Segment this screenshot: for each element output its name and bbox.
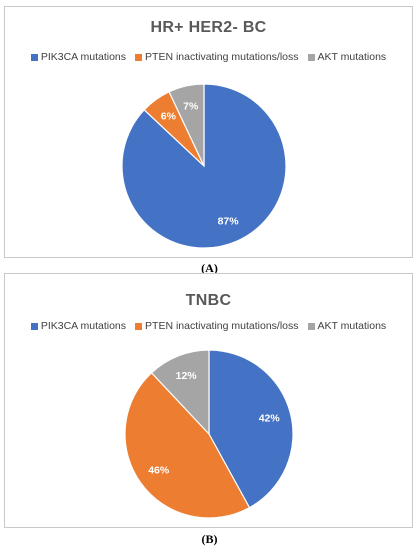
legend-swatch bbox=[307, 53, 315, 61]
legend-swatch bbox=[30, 322, 38, 330]
legend-item-akt: AKT mutations bbox=[307, 320, 387, 332]
panel-caption-a: (A) bbox=[201, 261, 218, 275]
chart-title-b: TNBC bbox=[185, 292, 232, 309]
legend-item-akt: AKT mutations bbox=[307, 51, 387, 63]
pie-slice-akt bbox=[150, 349, 210, 436]
legend-label: AKT mutations bbox=[317, 320, 387, 332]
chart-title-a: HR+ HER2- BC bbox=[150, 19, 267, 36]
legend-b: PIK3CA mutations PTEN inactivating mutat… bbox=[5, 320, 412, 332]
legend-label: AKT mutations bbox=[317, 51, 387, 63]
pie-chart-b: 42% 46% 12% bbox=[124, 349, 294, 519]
legend-label: PTEN inactivating mutations/loss bbox=[145, 51, 299, 63]
pie-data-label-pik3ca: 87% bbox=[218, 215, 240, 227]
pie-data-label-pten: 6% bbox=[161, 111, 177, 123]
legend-swatch bbox=[135, 53, 143, 61]
legend-swatch bbox=[307, 322, 315, 330]
legend-item-pik3ca: PIK3CA mutations bbox=[30, 51, 127, 63]
legend-item-pten: PTEN inactivating mutations/loss bbox=[135, 320, 299, 332]
pie-slice-akt bbox=[168, 83, 205, 167]
pie-chart-a: 87% 6% 7% bbox=[121, 83, 287, 249]
chart-panel-a: HR+ HER2- BC PIK3CA mutations PTEN inact… bbox=[4, 6, 413, 258]
legend-item-pik3ca: PIK3CA mutations bbox=[30, 320, 127, 332]
pie-data-label-pik3ca: 42% bbox=[259, 412, 281, 424]
legend-swatch bbox=[30, 53, 38, 61]
pie-data-label-pten: 46% bbox=[148, 464, 170, 476]
legend-label: PTEN inactivating mutations/loss bbox=[145, 320, 299, 332]
panel-caption-b: (B) bbox=[201, 532, 218, 546]
pie-data-label-akt: 7% bbox=[183, 101, 199, 113]
chart-panel-b: TNBC PIK3CA mutations PTEN inactivating … bbox=[4, 273, 413, 528]
legend-item-pten: PTEN inactivating mutations/loss bbox=[135, 51, 299, 63]
legend-a: PIK3CA mutations PTEN inactivating mutat… bbox=[5, 51, 412, 63]
pie-slice-pten bbox=[124, 371, 251, 519]
legend-label: PIK3CA mutations bbox=[40, 320, 127, 332]
legend-swatch bbox=[135, 322, 143, 330]
pie-data-label-akt: 12% bbox=[176, 370, 198, 382]
legend-label: PIK3CA mutations bbox=[40, 51, 127, 63]
pie-slice-pik3ca bbox=[208, 349, 294, 509]
